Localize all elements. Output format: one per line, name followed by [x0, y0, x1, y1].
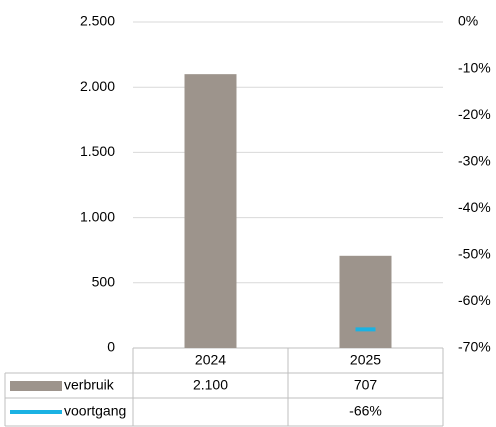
- legend-label: voortgang: [64, 403, 126, 419]
- table-value: 707: [354, 377, 378, 393]
- y2-tick-label: 0%: [458, 13, 478, 29]
- legend-key: [10, 381, 62, 391]
- bar: [339, 255, 392, 348]
- y2-tick-label: -70%: [458, 339, 491, 355]
- bar: [184, 74, 237, 348]
- y-tick-label: 1.000: [80, 208, 115, 224]
- x-tick-label: 2025: [350, 352, 381, 368]
- table-value: 2.100: [193, 377, 228, 393]
- legend-label: verbruik: [64, 377, 115, 393]
- y2-tick-label: -60%: [458, 292, 491, 308]
- y-tick-label: 500: [92, 274, 116, 290]
- y-tick-label: 1.500: [80, 143, 115, 159]
- y-tick-label: 2.500: [80, 13, 115, 29]
- y-tick-label: 2.000: [80, 78, 115, 94]
- y2-tick-label: -40%: [458, 199, 491, 215]
- table-value: -66%: [349, 403, 382, 419]
- y2-tick-label: -30%: [458, 152, 491, 168]
- y2-tick-label: -50%: [458, 246, 491, 262]
- x-tick-label: 2024: [195, 352, 226, 368]
- y2-tick-label: -10%: [458, 59, 491, 75]
- y-tick-label: 0: [107, 339, 115, 355]
- y2-tick-label: -20%: [458, 106, 491, 122]
